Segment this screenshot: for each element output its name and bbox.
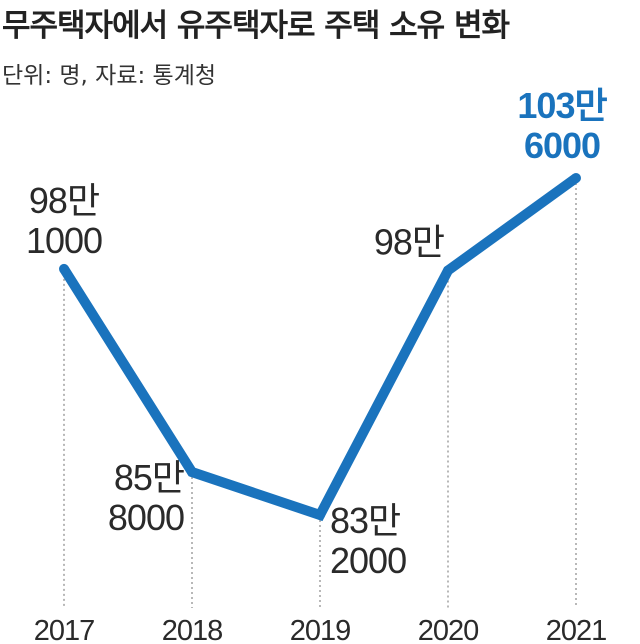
x-tick-label-2020: 2020 (418, 615, 479, 644)
data-point-2018 (187, 467, 197, 478)
data-label-2017: 98만 1000 (26, 180, 102, 261)
data-point-2017 (59, 263, 69, 274)
chart-subtitle: 단위: 명, 자료: 통계청 (2, 63, 217, 89)
x-tick-label-2017: 2017 (34, 615, 95, 644)
chart-title: 무주택자에서 유주택자로 주택 소유 변화 (2, 8, 510, 44)
data-point-2021 (571, 173, 581, 183)
data-label-2021: 103만 6000 (517, 85, 607, 166)
x-tick-label-2019: 2019 (290, 615, 351, 644)
data-label-2018: 85만 8000 (108, 457, 184, 538)
x-tick-label-2021: 2021 (546, 615, 607, 644)
data-label-2019: 83만 2000 (330, 500, 406, 581)
x-tick-label-2018: 2018 (162, 615, 223, 644)
data-point-2020 (443, 265, 453, 276)
data-label-2020: 98만 (374, 222, 444, 263)
data-point-2019 (315, 510, 325, 520)
